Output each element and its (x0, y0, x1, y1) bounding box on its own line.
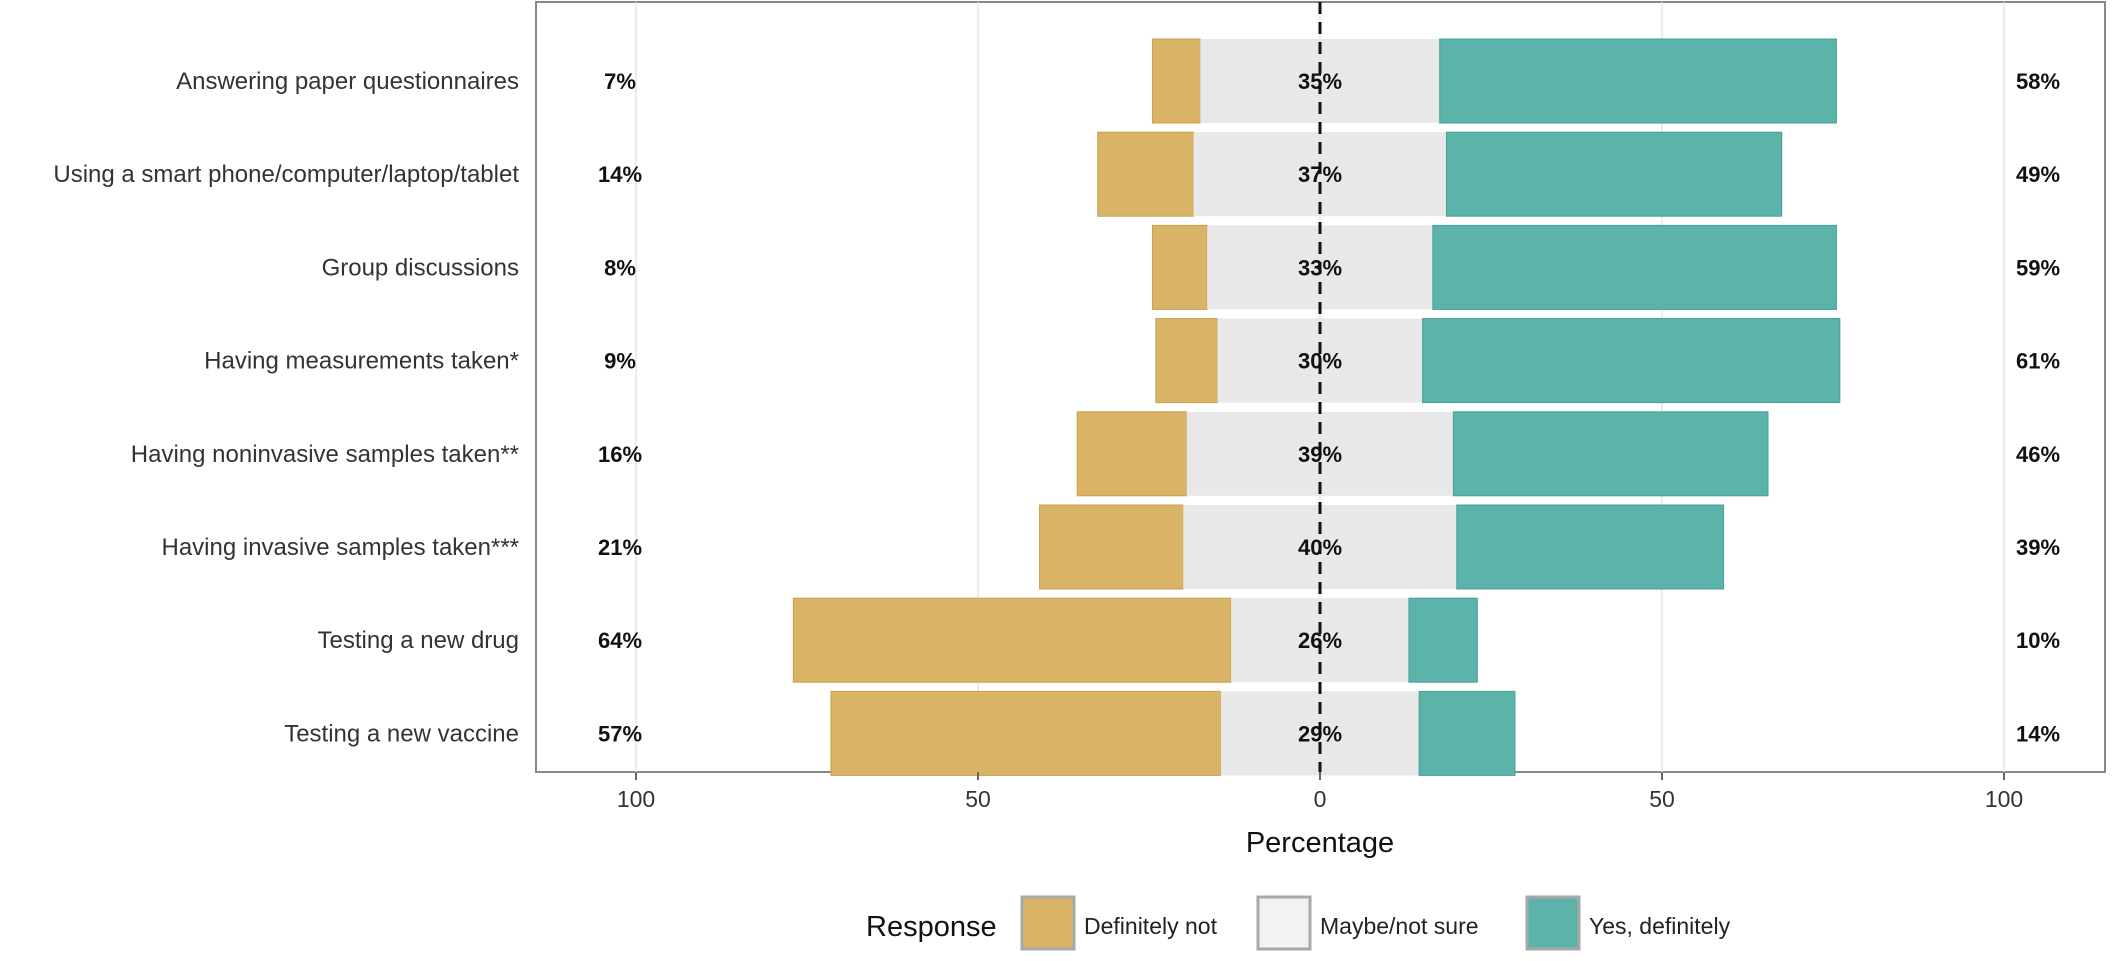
percent-label-definitely-not: 16% (598, 442, 642, 467)
bar-definitely-not (1039, 504, 1184, 590)
x-tick-label: 50 (965, 786, 991, 812)
percent-label-yes-definitely: 14% (2016, 721, 2060, 746)
x-tick-label: 100 (1985, 786, 2023, 812)
category-label: Having measurements taken* (204, 348, 519, 375)
percent-label-yes-definitely: 61% (2016, 349, 2060, 374)
category-label: Testing a new drug (318, 627, 519, 654)
percent-label-definitely-not: 8% (604, 255, 636, 280)
category-label: Group discussions (322, 254, 519, 281)
category-labels: Answering paper questionnaires Using a sm… (53, 68, 519, 747)
bar-definitely-not (1097, 131, 1194, 217)
legend-item-definitely-not-label: Definitely not (1084, 913, 1218, 939)
legend-item-maybe-not-sure-swatch (1256, 895, 1312, 951)
percent-label-maybe-not-sure: 26% (1298, 628, 1342, 653)
percent-label-definitely-not: 7% (604, 69, 636, 94)
percent-label-maybe-not-sure: 37% (1298, 162, 1342, 187)
percent-label-yes-definitely: 59% (2016, 255, 2060, 280)
legend-item-yes-definitely-swatch (1525, 895, 1581, 951)
legend: Response Definitely not Maybe/not sure Yes… (866, 895, 1731, 951)
legend-item-maybe-not-sure-label: Maybe/not sure (1320, 913, 1479, 939)
percent-labels: 7% 35% 58% 14% 37% 49% 8% 33% 59% 9% 30% 61% 16% 39% 4… (598, 69, 2060, 746)
bar-definitely-not (1155, 318, 1218, 404)
category-label: Having invasive samples taken*** (161, 534, 519, 561)
bar-yes-definitely (1446, 131, 1783, 217)
percent-label-yes-definitely: 10% (2016, 628, 2060, 653)
bar-yes-definitely (1439, 38, 1837, 124)
bar-yes-definitely (1422, 318, 1841, 404)
percent-label-yes-definitely: 58% (2016, 69, 2060, 94)
bar-yes-definitely (1408, 597, 1478, 683)
legend-title: Response (866, 911, 997, 943)
x-axis: 100 50 0 50 100 (617, 772, 2023, 812)
bars (792, 38, 1841, 776)
bar-yes-definitely (1418, 690, 1516, 776)
percent-label-definitely-not: 64% (598, 628, 642, 653)
x-tick-label: 0 (1314, 786, 1327, 812)
percent-label-definitely-not: 14% (598, 162, 642, 187)
percent-label-yes-definitely: 46% (2016, 442, 2060, 467)
percent-label-maybe-not-sure: 29% (1298, 721, 1342, 746)
category-label: Having noninvasive samples taken** (131, 441, 519, 468)
bar-definitely-not (830, 690, 1222, 776)
category-label: Using a smart phone/computer/laptop/tabl… (53, 161, 519, 188)
bar-definitely-not (1151, 38, 1201, 124)
percent-label-yes-definitely: 39% (2016, 535, 2060, 560)
x-axis-title: Percentage (1246, 827, 1394, 859)
bar-definitely-not (792, 597, 1232, 683)
bar-yes-definitely (1452, 411, 1769, 497)
legend-item-yes-definitely-label: Yes, definitely (1589, 913, 1731, 939)
x-tick-label: 100 (617, 786, 655, 812)
bar-definitely-not (1076, 411, 1188, 497)
bar-yes-definitely (1432, 224, 1837, 310)
category-label: Answering paper questionnaires (176, 68, 519, 95)
percent-label-maybe-not-sure: 33% (1298, 255, 1342, 280)
percent-label-maybe-not-sure: 40% (1298, 535, 1342, 560)
percent-label-definitely-not: 57% (598, 721, 642, 746)
percent-label-yes-definitely: 49% (2016, 162, 2060, 187)
bar-yes-definitely (1456, 504, 1725, 590)
percent-label-definitely-not: 9% (604, 349, 636, 374)
percent-label-definitely-not: 21% (598, 535, 642, 560)
bar-definitely-not (1151, 224, 1208, 310)
x-tick-label: 50 (1649, 786, 1675, 812)
percent-label-maybe-not-sure: 30% (1298, 349, 1342, 374)
percent-label-maybe-not-sure: 35% (1298, 69, 1342, 94)
percent-label-maybe-not-sure: 39% (1298, 442, 1342, 467)
legend-item-definitely-not-swatch (1020, 895, 1076, 951)
category-label: Testing a new vaccine (284, 720, 519, 747)
